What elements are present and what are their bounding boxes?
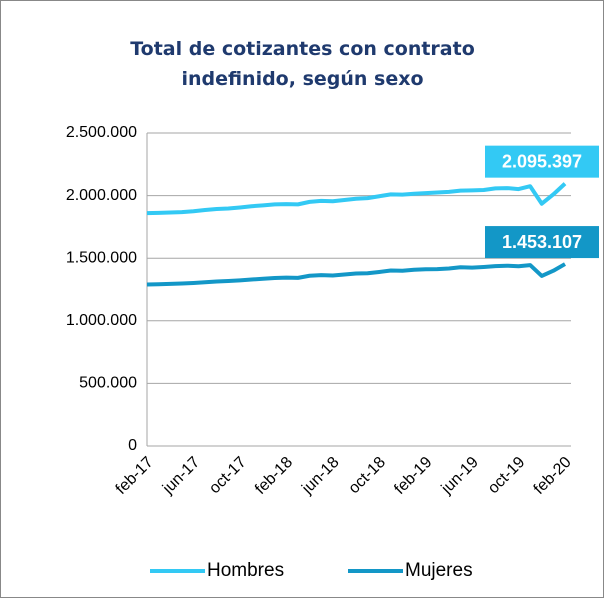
data-label: 2.095.397 xyxy=(502,151,582,171)
y-tick-label: 1.000.000 xyxy=(66,312,137,329)
line-series xyxy=(146,182,567,216)
legend-label: Hombres xyxy=(207,560,284,581)
y-tick-label: 500.000 xyxy=(79,375,137,392)
data-label-box xyxy=(485,226,599,259)
line-series xyxy=(146,262,566,287)
data-label-box xyxy=(485,145,599,178)
y-tick-label: 2.500.000 xyxy=(66,124,137,141)
data-label: 1.453.107 xyxy=(502,232,582,252)
y-tick-label: 0 xyxy=(128,437,137,454)
y-tick-label: 2.000.000 xyxy=(66,187,137,204)
y-tick-label: 1.500.000 xyxy=(66,249,137,266)
chart-title: Total de cotizantes con contrato indefin… xyxy=(130,38,475,90)
legend-label: Mujeres xyxy=(405,560,473,581)
